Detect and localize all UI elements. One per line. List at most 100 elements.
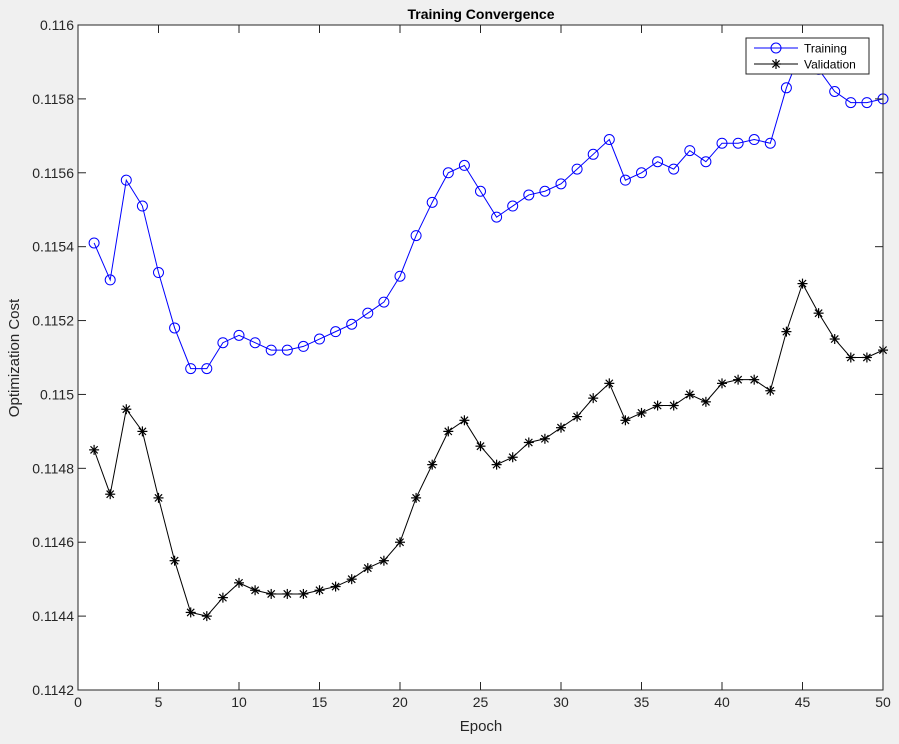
chart-title: Training Convergence — [407, 6, 554, 22]
data-point-validation — [185, 607, 196, 618]
x-axis-label: Epoch — [460, 718, 503, 735]
data-point-training — [346, 318, 358, 330]
data-point-validation — [523, 437, 534, 448]
data-point-training — [378, 296, 390, 308]
data-point-validation — [378, 555, 389, 566]
data-point-validation — [556, 422, 566, 433]
data-point-validation — [652, 400, 663, 411]
data-point-validation — [105, 489, 116, 500]
data-point-training — [410, 230, 422, 242]
data-point-training — [169, 322, 181, 334]
legend-item-validation[interactable]: Validation — [754, 58, 856, 72]
data-point-validation — [330, 581, 341, 592]
data-point-validation — [137, 426, 148, 437]
data-point-training — [555, 178, 567, 190]
data-point-validation — [668, 400, 679, 411]
data-point-validation — [314, 585, 325, 596]
data-point-training — [700, 156, 712, 168]
x-tick-label: 25 — [473, 694, 489, 710]
x-tick-label: 10 — [231, 694, 247, 710]
ticks-layer: 0 5 10 15 20 25 30 35 40 45 50 0.1142 0.1144 0.1146 0.… — [32, 17, 891, 710]
y-tick-label: 0.1152 — [32, 313, 74, 329]
data-point-validation — [362, 563, 373, 574]
x-tick-label: 40 — [714, 694, 730, 710]
y-tick-label: 0.1158 — [32, 91, 74, 107]
data-point-validation — [234, 577, 244, 588]
x-tick-label: 50 — [875, 694, 891, 710]
data-point-validation — [749, 374, 760, 385]
data-point-validation — [153, 492, 164, 503]
data-point-training — [619, 174, 631, 186]
data-point-validation — [169, 555, 180, 566]
x-tick-label: 5 — [155, 694, 163, 710]
data-point-validation — [700, 396, 711, 407]
data-point-validation — [298, 588, 309, 599]
data-point-training — [362, 307, 374, 319]
data-point-training — [458, 159, 470, 171]
data-point-training — [217, 337, 229, 349]
legend[interactable]: Training Validation — [745, 37, 870, 75]
series-validation — [89, 278, 888, 622]
data-point-validation — [491, 459, 502, 470]
data-point-training — [201, 363, 213, 375]
data-point-training — [314, 333, 325, 345]
y-tick-label: 0.116 — [40, 17, 74, 33]
x-tick-label: 35 — [634, 694, 650, 710]
data-point-training — [684, 145, 696, 157]
data-point-training — [507, 200, 519, 212]
legend-box — [745, 37, 870, 75]
data-point-validation — [250, 585, 261, 596]
legend-label: Training — [804, 42, 847, 56]
data-point-training — [281, 344, 293, 356]
data-point-validation — [266, 588, 277, 599]
data-point-training — [668, 163, 680, 175]
data-point-training — [297, 340, 309, 352]
data-point-training — [185, 363, 197, 375]
series-layer — [88, 41, 889, 622]
data-point-training — [636, 167, 647, 179]
data-point-training — [426, 196, 438, 208]
data-point-validation — [765, 385, 776, 396]
legend-item-training[interactable]: Training — [754, 42, 847, 56]
data-point-validation — [684, 389, 695, 400]
data-point-validation — [717, 378, 727, 389]
legend-marker — [771, 59, 781, 69]
data-point-validation — [121, 404, 132, 415]
x-tick-label: 30 — [553, 694, 569, 710]
data-point-training — [603, 134, 615, 146]
data-point-training — [475, 185, 486, 197]
legend-label: Validation — [804, 58, 856, 72]
data-point-training — [652, 156, 664, 168]
data-point-validation — [459, 415, 470, 426]
data-point-training — [442, 167, 454, 179]
data-point-training — [861, 97, 873, 109]
data-point-training — [571, 163, 583, 175]
data-point-validation — [427, 459, 438, 470]
data-point-training — [829, 86, 841, 97]
data-point-validation — [829, 334, 840, 345]
x-tick-label: 15 — [312, 694, 328, 710]
y-tick-label: 0.1156 — [32, 165, 74, 181]
data-point-training — [539, 185, 551, 197]
data-point-validation — [539, 433, 550, 444]
y-tick-label: 0.115 — [40, 386, 74, 402]
data-point-training — [491, 211, 503, 223]
data-point-validation — [604, 378, 615, 389]
y-tick-label: 0.1148 — [32, 460, 74, 476]
data-point-training — [136, 200, 148, 212]
data-point-training — [265, 344, 277, 356]
data-point-training — [104, 274, 116, 286]
data-point-validation — [411, 492, 422, 503]
data-point-validation — [346, 574, 357, 585]
data-point-validation — [89, 444, 100, 455]
data-point-validation — [475, 441, 486, 452]
y-tick-label: 0.1154 — [32, 239, 74, 255]
data-point-validation — [201, 611, 212, 622]
data-point-training — [233, 329, 245, 341]
data-point-validation — [636, 407, 647, 418]
data-point-validation — [845, 352, 856, 363]
data-point-training — [748, 134, 760, 146]
series-line-training — [93, 46, 884, 370]
